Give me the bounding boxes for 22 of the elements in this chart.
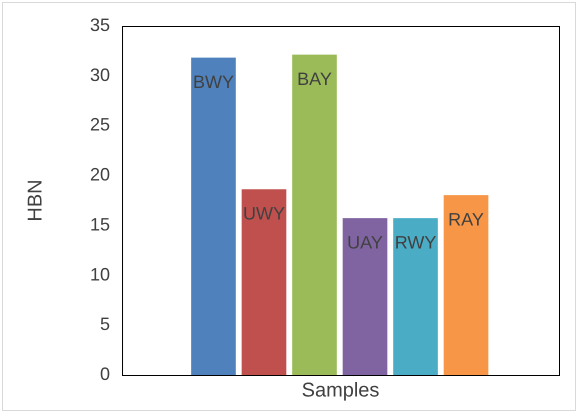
x-tick-label: UAY: [347, 232, 383, 252]
y-tick-label: 35: [90, 14, 110, 35]
x-tick-label: RAY: [448, 209, 484, 230]
x-axis-title: Samples: [302, 380, 380, 402]
bar: [191, 58, 236, 375]
bar: [242, 189, 286, 375]
y-tick-label: 15: [90, 214, 110, 234]
x-tick-label: UWY: [242, 204, 285, 224]
x-tick-label: BAY: [297, 68, 332, 89]
bar: [342, 218, 388, 375]
y-tick-label: 20: [90, 164, 110, 185]
y-tick-label: 0: [100, 364, 110, 384]
x-tick-label: BWY: [192, 72, 234, 92]
bar: [393, 218, 438, 375]
bar: [292, 54, 337, 375]
y-tick-label: 25: [90, 114, 110, 135]
y-axis-title: HBN: [24, 179, 47, 222]
x-tick-label: RWY: [394, 232, 436, 252]
bar: [444, 195, 488, 375]
y-tick-label: 5: [100, 314, 110, 334]
y-tick-label: 30: [90, 64, 110, 85]
y-tick-label: 10: [90, 264, 110, 284]
